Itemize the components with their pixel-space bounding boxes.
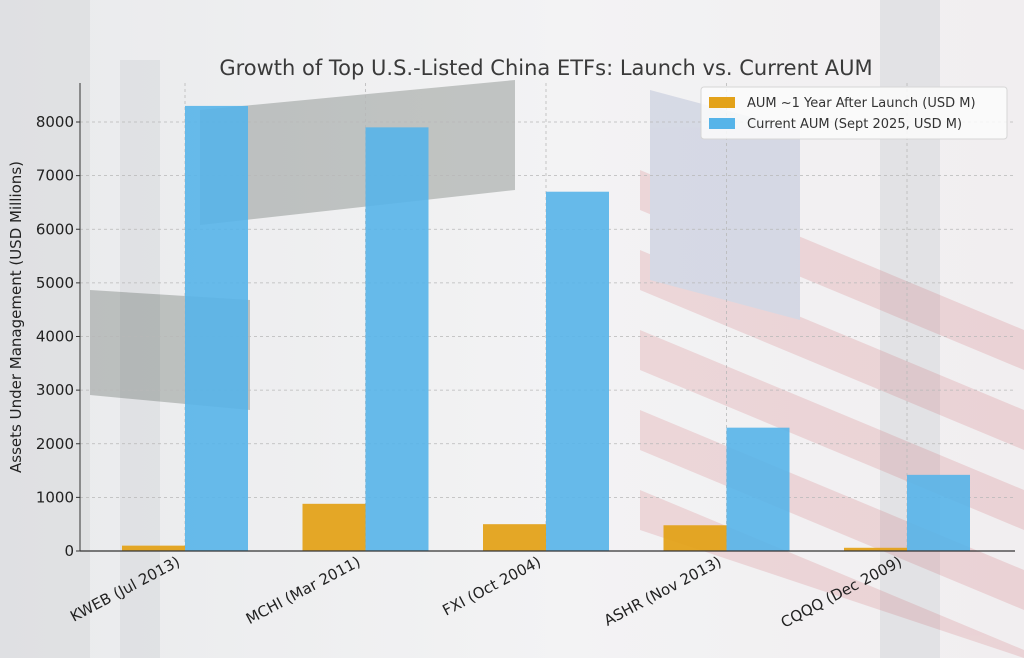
y-tick-label: 2000 <box>36 435 74 453</box>
bar-aum-after-launch <box>663 525 727 551</box>
bar-aum-after-launch <box>483 524 546 551</box>
y-tick-label: 3000 <box>36 381 74 399</box>
x-tick-label: FXI (Oct 2004) <box>439 553 543 620</box>
legend-label: AUM ~1 Year After Launch (USD M) <box>747 96 976 111</box>
y-tick-label: 0 <box>64 542 74 560</box>
x-tick-label: CQQQ (Dec 2009) <box>778 553 905 632</box>
x-tick-labels: KWEB (Jul 2013) MCHI (Mar 2011) FXI (Oct 2… <box>67 553 905 632</box>
y-tick-label: 5000 <box>36 274 74 292</box>
chart-title: Growth of Top U.S.-Listed China ETFs: La… <box>219 56 872 80</box>
y-tick-labels: 0 1000 2000 3000 4000 5000 6000 7000 8000 <box>36 113 74 560</box>
bar-current-aum <box>365 127 429 552</box>
y-tick-label: 1000 <box>36 488 74 506</box>
bars <box>122 105 970 552</box>
x-tick-label: KWEB (Jul 2013) <box>67 553 183 626</box>
y-tick-label: 6000 <box>36 220 74 238</box>
bar-aum-after-launch <box>302 503 366 551</box>
x-tick-label: ASHR (Nov 2013) <box>601 553 724 630</box>
y-axis-label: Assets Under Management (USD Millions) <box>7 161 25 473</box>
y-tick-label: 8000 <box>36 113 74 131</box>
bar-aum-after-launch <box>844 547 907 551</box>
legend-swatch <box>709 97 735 108</box>
bar-current-aum <box>546 191 609 551</box>
legend-box <box>700 86 1008 140</box>
bar-current-aum <box>185 105 248 551</box>
legend: AUM ~1 Year After Launch (USD M) Current … <box>700 86 1008 140</box>
bar-current-aum <box>726 427 790 551</box>
legend-label: Current AUM (Sept 2025, USD M) <box>747 117 962 132</box>
y-tick-label: 4000 <box>36 328 74 346</box>
bar-current-aum <box>907 474 970 551</box>
x-tick-label: MCHI (Mar 2011) <box>243 553 363 628</box>
axes <box>76 83 1015 552</box>
y-tick-label: 7000 <box>36 167 74 185</box>
bar-aum-after-launch <box>122 545 185 551</box>
legend-swatch <box>709 118 735 129</box>
